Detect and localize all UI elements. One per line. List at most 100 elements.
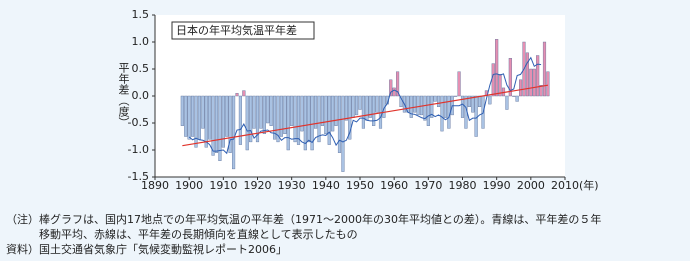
x-tick-label: 1970: [414, 179, 442, 192]
bar: [344, 95, 348, 121]
y-tick-label: -0.5: [128, 116, 149, 129]
bar: [437, 95, 441, 108]
moving-average-line: [188, 56, 542, 155]
bar: [296, 95, 301, 145]
bar: [187, 95, 191, 140]
bar: [283, 95, 287, 134]
bar: [201, 95, 205, 129]
bar: [310, 95, 314, 151]
x-tick-label: 1990: [483, 179, 511, 192]
bar: [259, 95, 263, 129]
y-tick-label: 0.5: [132, 62, 150, 75]
bar: [368, 95, 372, 118]
bar: [375, 95, 379, 113]
bar: [293, 95, 297, 143]
chart-title: 日本の年平均気温平年差: [176, 23, 297, 37]
bar: [491, 63, 495, 97]
bar: [314, 95, 318, 129]
bar: [208, 95, 212, 140]
y-tick-label: -1.0: [128, 143, 149, 156]
bar: [303, 95, 307, 151]
bar: [317, 95, 321, 143]
bar: [184, 95, 188, 137]
bar: [327, 95, 331, 145]
bar: [245, 95, 249, 151]
bar: [495, 39, 499, 97]
x-axis-label: (年): [579, 178, 599, 192]
bar: [467, 95, 471, 108]
bar: [413, 95, 417, 113]
bar: [525, 52, 529, 97]
bar: [337, 95, 342, 153]
bar: [249, 95, 253, 143]
bar: [242, 90, 246, 97]
bar: [307, 95, 311, 143]
bar: [228, 95, 232, 153]
notes: （注）棒グラフは、国内17地点での年平均気温の平年差（1971～2000年の30…: [6, 212, 601, 257]
y-tick-label: 1.5: [132, 8, 150, 21]
bar: [358, 95, 362, 110]
bar: [389, 79, 393, 97]
bar: [443, 95, 447, 118]
bar: [478, 95, 482, 108]
note-line: （注）棒グラフは、国内17地点での年平均気温の平年差（1971～2000年の30…: [6, 213, 602, 226]
bar: [351, 95, 355, 118]
bar: [214, 95, 219, 153]
x-tick-label: 1910: [209, 179, 237, 192]
bar: [221, 95, 225, 148]
bar: [252, 95, 256, 129]
bar: [262, 95, 266, 134]
y-axis-label: 平年差（度）: [117, 62, 130, 128]
bar: [290, 95, 294, 126]
bar: [488, 95, 492, 105]
bar: [416, 95, 420, 116]
bar: [235, 93, 239, 97]
bar: [532, 68, 536, 97]
x-tick-label: 2000: [517, 179, 545, 192]
bar: [273, 95, 277, 140]
x-tick-label: 1980: [449, 179, 477, 192]
y-tick-label: -1.5: [128, 170, 149, 183]
x-tick-label: 2010: [551, 179, 579, 192]
bar: [324, 95, 328, 134]
bar: [423, 95, 427, 121]
bar: [334, 95, 338, 126]
bar: [430, 95, 434, 118]
bar: [474, 95, 478, 137]
bar: [519, 79, 523, 97]
bar: [498, 74, 502, 97]
bar: [542, 41, 547, 97]
bar: [355, 95, 359, 116]
bar: [536, 55, 540, 97]
bar: [194, 95, 198, 148]
bar: [392, 87, 396, 97]
bar: [276, 95, 280, 143]
bar: [300, 95, 304, 132]
x-tick-label: 1960: [380, 179, 408, 192]
bar: [211, 95, 215, 156]
bar: [396, 71, 400, 97]
bar: [426, 95, 430, 126]
x-tick-label: 1890: [141, 179, 169, 192]
chart: 日本の年平均気温平年差 1.5 1.0 0.5 0.0 -0.5 -1.0 -1.51890…: [128, 8, 599, 192]
bar: [546, 71, 550, 97]
bar: [331, 95, 335, 132]
bar: [204, 95, 208, 148]
x-tick-label: 1920: [244, 179, 272, 192]
note-line: 資料）国土交通省気象庁「気候変動監視レポート2006」: [6, 243, 287, 256]
x-tick-label: 1950: [346, 179, 374, 192]
bar: [505, 95, 509, 110]
bar: [508, 58, 512, 97]
bar: [361, 95, 365, 129]
bar: [279, 95, 283, 137]
bar: [255, 95, 260, 143]
bar: [269, 95, 273, 126]
bar: [218, 95, 222, 162]
bar: [286, 95, 290, 151]
y-tick-label: 1.0: [132, 35, 150, 48]
bar: [372, 95, 376, 126]
bar: [512, 95, 516, 97]
x-tick-label: 1940: [312, 179, 340, 192]
bar: [320, 95, 324, 126]
bar: [341, 95, 345, 172]
